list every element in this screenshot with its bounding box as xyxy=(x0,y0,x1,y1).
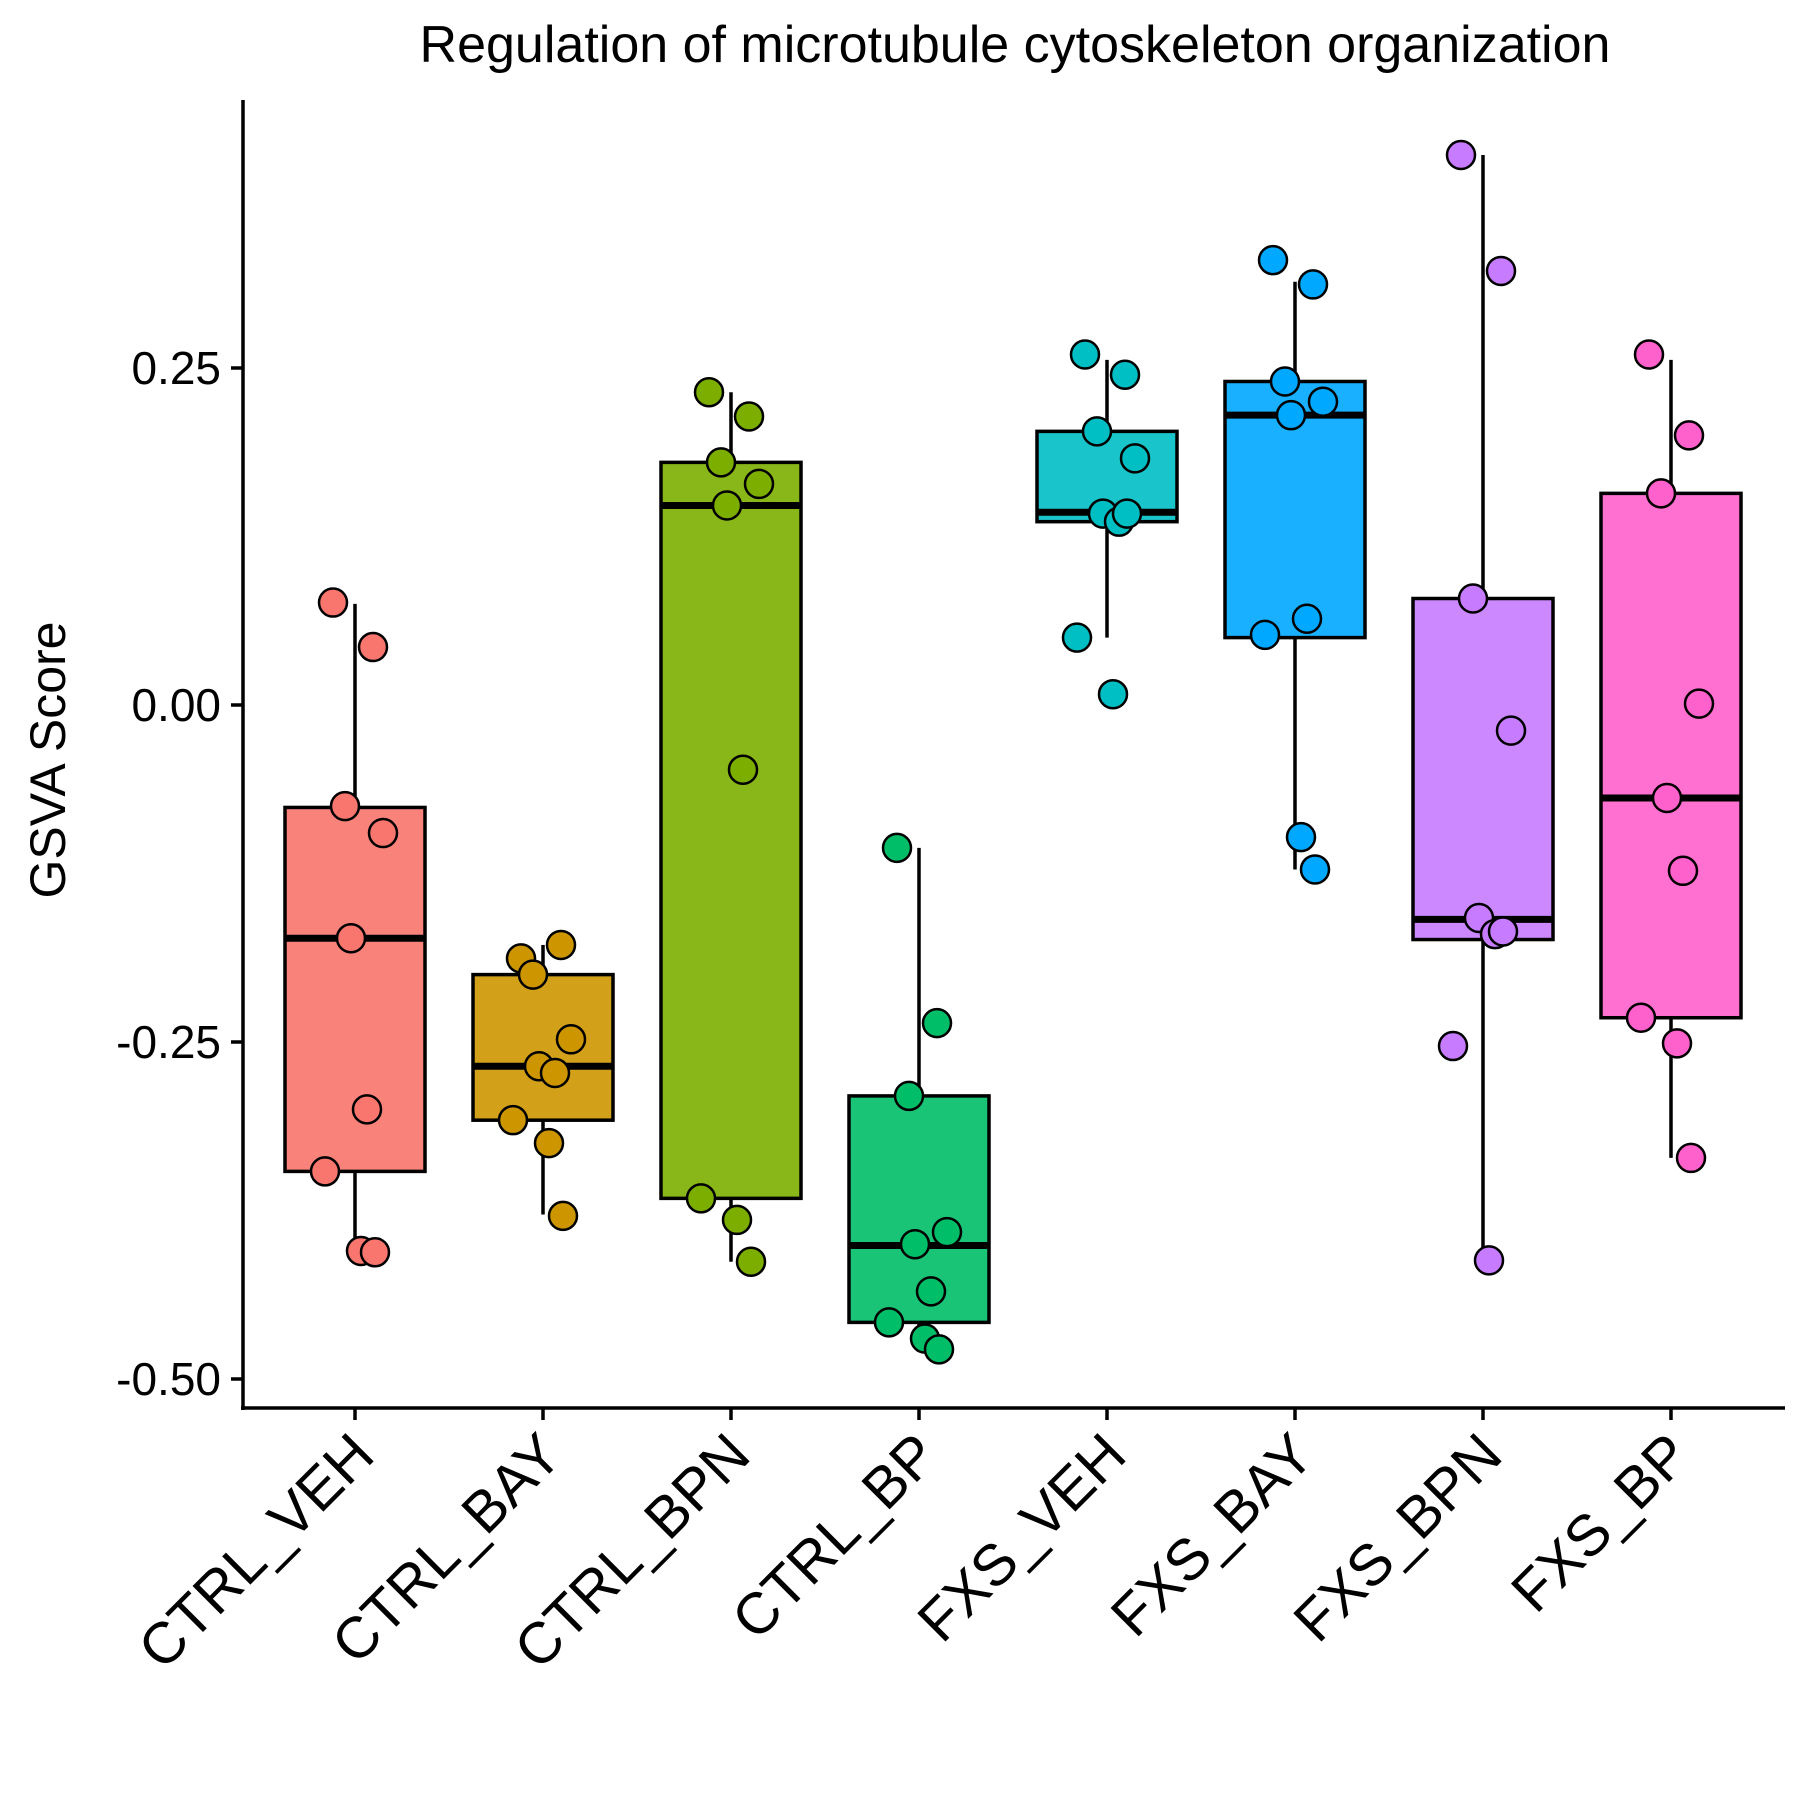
box-iqr xyxy=(1411,596,1555,942)
data-point xyxy=(1445,139,1477,171)
data-point xyxy=(1269,366,1301,397)
data-point xyxy=(1081,416,1113,447)
data-point xyxy=(921,1007,953,1039)
data-point xyxy=(1625,1002,1657,1033)
data-point xyxy=(533,1127,565,1159)
data-point xyxy=(1097,678,1129,710)
box-ctrl-bpn xyxy=(659,392,803,1262)
data-point xyxy=(555,1024,587,1055)
data-point xyxy=(1485,255,1517,287)
data-point xyxy=(1437,1030,1469,1062)
data-point xyxy=(693,377,725,408)
data-point xyxy=(1297,269,1329,300)
y-tick-label: 0.00 xyxy=(131,679,221,731)
data-point xyxy=(547,1200,579,1232)
box-iqr xyxy=(659,460,803,1201)
data-point xyxy=(1249,619,1281,651)
data-point xyxy=(1285,821,1317,853)
box-fxs-bay xyxy=(1223,281,1367,870)
box-iqr xyxy=(471,972,615,1122)
data-point xyxy=(685,1183,717,1214)
data-point xyxy=(733,401,765,432)
y-tick-label: -0.25 xyxy=(116,1016,221,1068)
x-tick-label: FXS_BPN xyxy=(1281,1421,1514,1654)
points-ctrl-bp xyxy=(873,832,963,1365)
data-point xyxy=(1673,420,1705,451)
data-point xyxy=(1109,359,1141,390)
box-ctrl-bay xyxy=(471,944,615,1215)
data-point xyxy=(1457,583,1489,614)
data-point xyxy=(1473,1245,1505,1276)
points-ctrl-bpn xyxy=(685,377,775,1277)
data-point xyxy=(359,1237,391,1268)
data-point xyxy=(727,754,759,785)
data-point xyxy=(1257,244,1289,276)
chart-title: Regulation of microtubule cytoskeleton o… xyxy=(420,16,1611,74)
data-point xyxy=(317,587,349,618)
data-point xyxy=(1661,1028,1693,1059)
data-point xyxy=(545,929,577,961)
data-point xyxy=(899,1228,931,1260)
points-ctrl-veh xyxy=(309,587,399,1268)
data-point xyxy=(367,817,399,849)
data-point xyxy=(1651,782,1683,814)
x-tick-label: FXS_VEH xyxy=(905,1421,1138,1654)
data-point xyxy=(931,1216,963,1248)
data-point xyxy=(873,1307,905,1338)
box-iqr xyxy=(1599,491,1743,1020)
data-point xyxy=(335,922,367,954)
data-point xyxy=(1683,688,1715,719)
data-point xyxy=(735,1246,767,1277)
data-point xyxy=(539,1057,571,1089)
data-point xyxy=(1069,339,1101,370)
box-fxs-bpn xyxy=(1411,155,1555,1261)
data-point xyxy=(309,1156,341,1187)
points-layer xyxy=(309,139,1715,1365)
y-tick-label: 0.25 xyxy=(131,342,221,394)
data-point xyxy=(351,1094,383,1125)
data-point xyxy=(1495,715,1527,746)
data-point xyxy=(711,490,743,521)
data-point xyxy=(1299,854,1331,885)
data-point xyxy=(357,631,389,663)
y-tick-label: -0.50 xyxy=(116,1353,221,1405)
data-point xyxy=(1645,478,1677,509)
box-fxs-veh xyxy=(1035,359,1179,638)
points-fxs-veh xyxy=(1061,339,1151,710)
data-point xyxy=(1487,916,1519,947)
data-point xyxy=(915,1276,947,1307)
data-point xyxy=(1675,1142,1707,1174)
data-point xyxy=(497,1104,529,1136)
boxes-layer xyxy=(283,155,1743,1348)
points-fxs-bay xyxy=(1249,244,1339,885)
data-point xyxy=(705,447,737,478)
points-fxs-bpn xyxy=(1437,139,1527,1276)
data-point xyxy=(329,790,361,822)
box-fxs-bp xyxy=(1599,359,1743,1158)
data-point xyxy=(1061,622,1093,653)
x-tick-label: FXS_BP xyxy=(1499,1421,1702,1624)
data-point xyxy=(1111,498,1143,529)
y-axis-label: GSVA Score xyxy=(20,622,76,899)
data-point xyxy=(1119,443,1151,474)
data-point xyxy=(1633,339,1665,370)
data-point xyxy=(721,1204,753,1236)
data-point xyxy=(1667,855,1699,887)
points-fxs-bp xyxy=(1625,339,1715,1174)
data-point xyxy=(923,1334,955,1365)
points-ctrl-bay xyxy=(497,929,587,1232)
data-point xyxy=(517,959,549,990)
data-point xyxy=(1275,399,1307,431)
data-point xyxy=(743,468,775,500)
data-point xyxy=(1291,603,1323,634)
data-point xyxy=(893,1080,925,1112)
data-point xyxy=(1307,386,1339,417)
data-point xyxy=(881,832,913,864)
